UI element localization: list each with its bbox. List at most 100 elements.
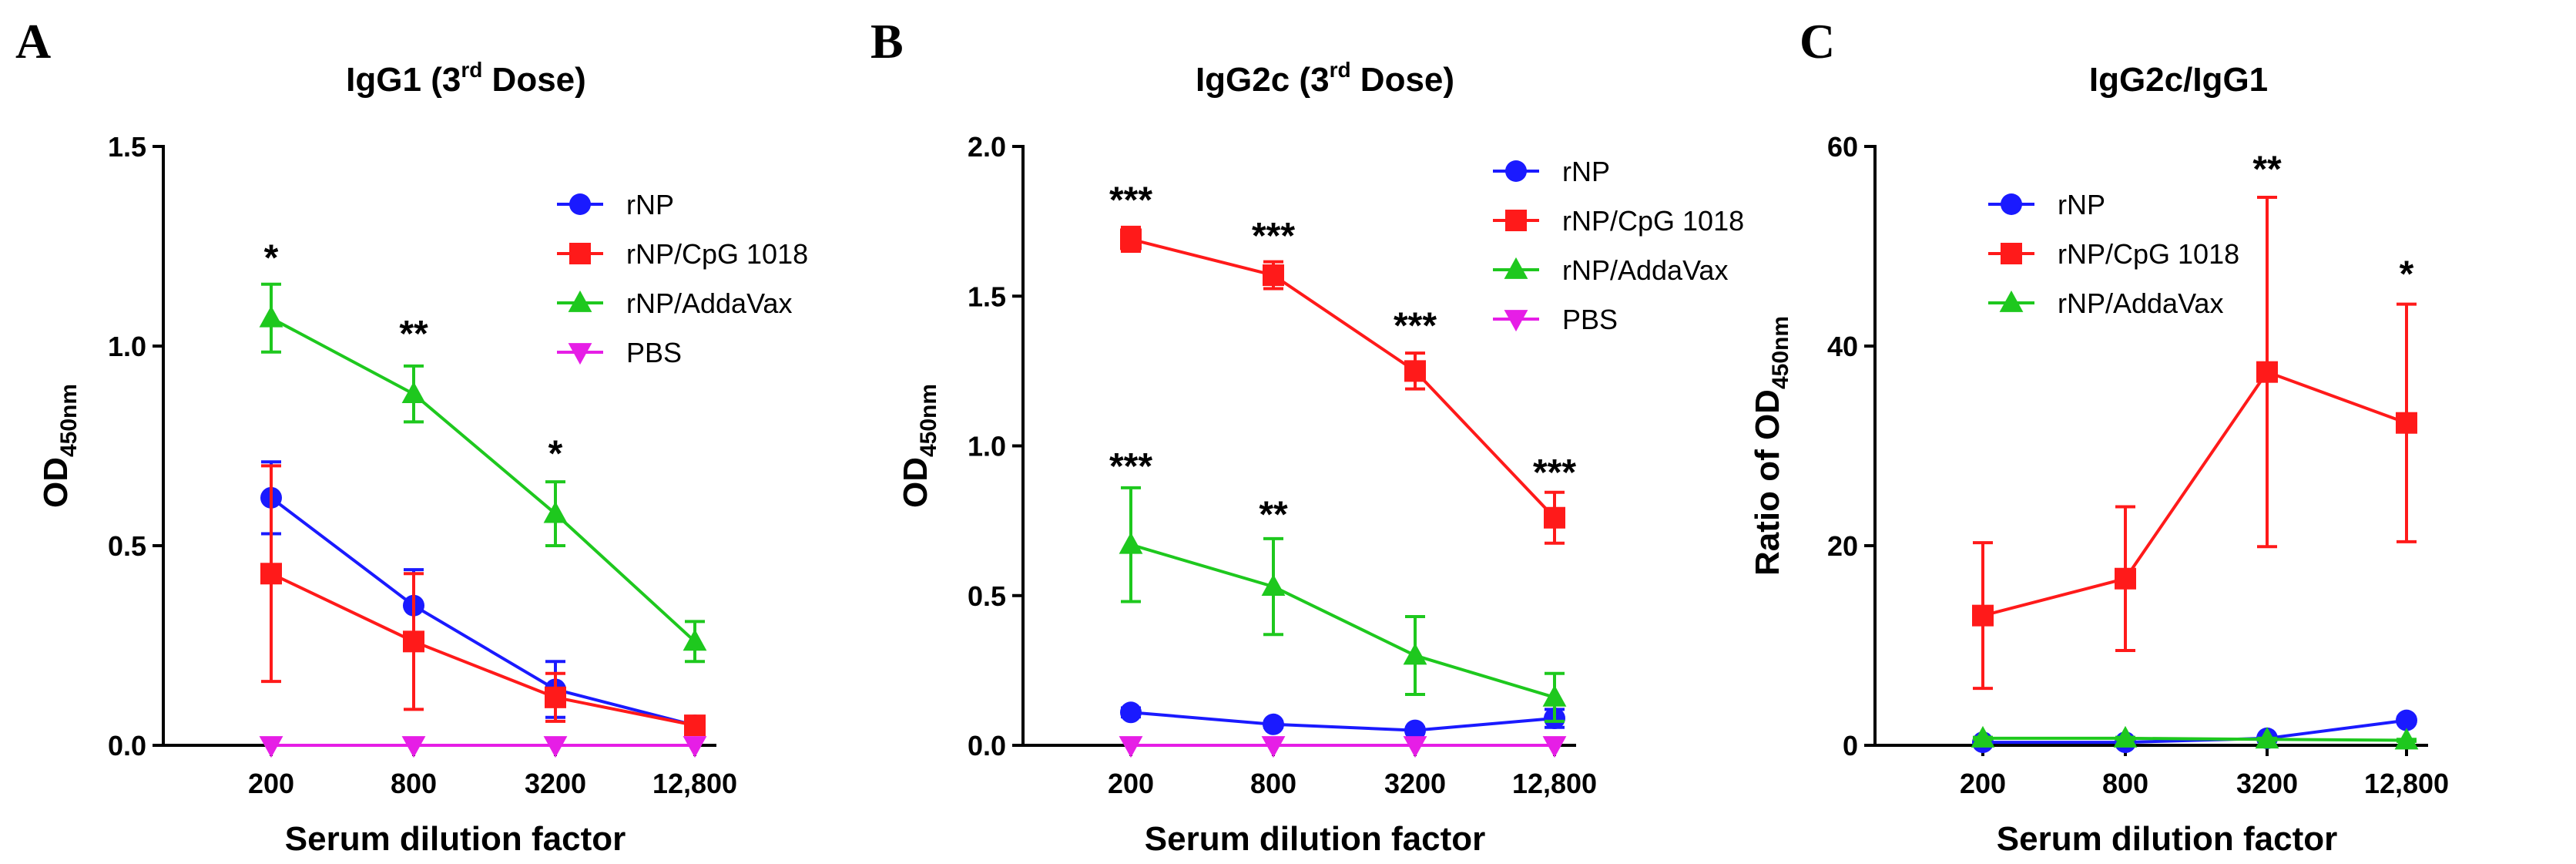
- y-tick-label: 0: [1843, 730, 1858, 761]
- y-label-main: OD: [37, 457, 75, 508]
- x-tick-label: 800: [2102, 768, 2148, 799]
- series-rnp-addavax: [1119, 486, 1567, 723]
- series-line: [1982, 370, 2407, 617]
- y-tick-label: 0.0: [968, 730, 1006, 761]
- legend-marker: [1505, 160, 1527, 182]
- series-line: [270, 316, 696, 643]
- title-main: IgG1 (3: [346, 61, 461, 99]
- significance-mark: ***: [1109, 446, 1152, 487]
- data-point: [1404, 360, 1426, 382]
- data-point: [2394, 728, 2419, 750]
- y-tick-label: 60: [1827, 131, 1858, 163]
- series-line: [270, 572, 696, 728]
- data-point: [683, 629, 707, 651]
- x-tick-label: 12,800: [652, 768, 737, 799]
- data-point: [1542, 684, 1567, 707]
- title-superscript: rd: [1330, 58, 1351, 82]
- legend-label: rNP: [2058, 189, 2105, 220]
- series-line: [1130, 237, 1556, 519]
- y-label-subscript: 450nm: [916, 384, 941, 457]
- series-line: [270, 496, 696, 728]
- data-point: [1263, 713, 1284, 735]
- significance-mark: **: [1259, 494, 1288, 535]
- series-rnp-addavax: [259, 282, 707, 664]
- data-point: [1120, 228, 1142, 250]
- legend-label: rNP/AddaVax: [2058, 287, 2223, 319]
- significance-mark: ***: [1533, 452, 1576, 493]
- legend-label: rNP: [1562, 156, 1610, 187]
- y-tick-label: 2.0: [968, 131, 1006, 163]
- series-line: [1130, 711, 1555, 732]
- significance-mark: ***: [1109, 180, 1152, 220]
- legend-marker: [1504, 257, 1528, 279]
- legend-marker: [2001, 193, 2022, 215]
- legend-marker: [1504, 310, 1528, 332]
- data-point: [1403, 643, 1427, 665]
- data-point: [545, 686, 566, 708]
- data-point: [543, 736, 568, 758]
- series-rnp: [1120, 701, 1565, 741]
- legend: rNP rNP/CpG 1018 rNP/AddaVax PBS: [1493, 156, 1744, 335]
- data-point: [684, 714, 706, 737]
- legend-label: PBS: [1562, 304, 1618, 335]
- x-tick-label: 200: [1960, 768, 2006, 799]
- data-point: [1404, 719, 1426, 741]
- legend-marker: [2001, 243, 2022, 264]
- legend-marker: [569, 193, 591, 215]
- x-tick-label: 200: [1108, 768, 1154, 799]
- y-axis-label: OD450nm: [37, 384, 82, 508]
- y-label-main: OD: [1749, 389, 1786, 440]
- legend-label: rNP/CpG 1018: [2058, 238, 2239, 270]
- data-point: [1261, 573, 1286, 596]
- data-point: [403, 630, 424, 653]
- legend-label: rNP/CpG 1018: [626, 238, 808, 270]
- legend-label: rNP/AddaVax: [626, 287, 792, 319]
- panel-letter: B: [870, 14, 904, 69]
- legend-label: PBS: [626, 337, 682, 368]
- y-label-main: OD: [897, 457, 934, 508]
- data-point: [1972, 604, 1994, 627]
- panel-letter: C: [1800, 14, 1835, 69]
- series-rnp-cpg-1018: [1120, 225, 1565, 545]
- data-point: [1120, 701, 1142, 724]
- significance-mark: *: [548, 433, 563, 474]
- title-superscript: rd: [461, 58, 482, 82]
- y-tick-label: 0.5: [108, 530, 146, 562]
- series-rnp-cpg-1018: [260, 464, 706, 737]
- series-pbs: [1119, 736, 1567, 758]
- chart-title: IgG2c (3rd Dose): [1196, 58, 1454, 99]
- data-point: [1119, 736, 1143, 758]
- x-tick-label: 3200: [1384, 768, 1446, 799]
- data-point: [401, 736, 426, 758]
- significance-mark: **: [2252, 149, 2282, 190]
- data-point: [1971, 725, 1995, 748]
- chart-title: IgG1 (3rd Dose): [346, 58, 586, 99]
- data-point: [1544, 506, 1565, 529]
- panel-c: C IgG2c/IgG1 0 20 40 60 200 800 3200 12,800 Serum …: [1749, 14, 2449, 858]
- legend-marker: [568, 290, 592, 312]
- data-point: [2113, 725, 2138, 748]
- legend-label: rNP/CpG 1018: [1562, 205, 1744, 237]
- data-point: [2256, 361, 2278, 383]
- y-tick-label: 1.5: [968, 281, 1006, 312]
- legend: rNP rNP/CpG 1018 rNP/AddaVax: [1988, 189, 2239, 319]
- x-axis-label: Serum dilution factor: [1145, 820, 1485, 858]
- y-tick-label: 1.5: [108, 131, 146, 163]
- legend-marker: [1999, 290, 2024, 312]
- data-point: [1263, 264, 1284, 287]
- x-axis-label: Serum dilution factor: [285, 820, 626, 858]
- series-rnp-addavax: [1971, 725, 2419, 750]
- y-label-prefix: Ratio of: [1749, 440, 1786, 576]
- y-tick-label: 1.0: [108, 331, 146, 362]
- y-axis-label: OD450nm: [897, 384, 941, 508]
- legend: rNP rNP/CpG 1018 rNP/AddaVax PBS: [557, 189, 808, 368]
- significance-mark: **: [399, 314, 428, 355]
- y-tick-label: 1.0: [968, 431, 1006, 462]
- title-end: Dose): [482, 61, 585, 99]
- data-point: [259, 736, 283, 758]
- x-tick-label: 3200: [2236, 768, 2298, 799]
- legend-marker: [568, 343, 592, 365]
- series-line: [1130, 543, 1555, 699]
- data-point: [1119, 532, 1143, 554]
